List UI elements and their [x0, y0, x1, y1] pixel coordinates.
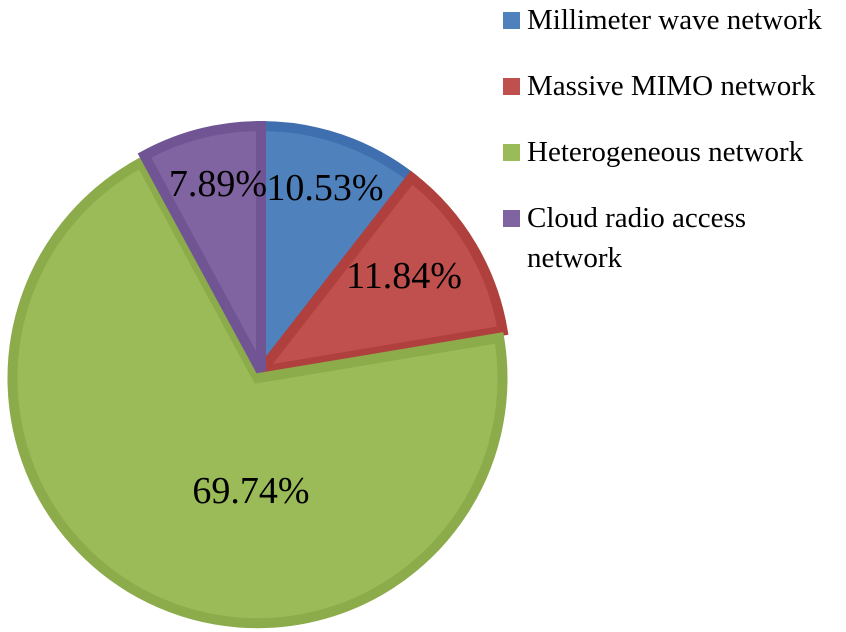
legend-item-cloud-ran: Cloud radio access network	[503, 198, 843, 278]
slice-millimeter-wave	[256, 120, 419, 386]
legend-swatch	[503, 78, 520, 95]
legend-swatch	[503, 12, 520, 29]
legend-label: Cloud radio access network	[527, 202, 747, 274]
slice-massive-mimo	[249, 170, 509, 379]
legend-label: Heterogeneous network	[527, 136, 804, 168]
data-label: 10.53%	[266, 167, 383, 209]
legend-label: Millimeter wave network	[527, 4, 822, 36]
pie-slices	[7, 120, 509, 629]
data-label: 11.84%	[346, 255, 462, 297]
legend-label: Massive MIMO network	[527, 70, 816, 102]
legend-item-heterogeneous: Heterogeneous network	[503, 132, 843, 172]
legend-swatch	[503, 210, 520, 227]
pie-data-labels: 10.53% 11.84% 69.74% 7.89%	[169, 163, 462, 512]
data-label: 69.74%	[192, 470, 309, 512]
chart-legend: Millimeter wave network Massive MIMO net…	[503, 0, 843, 278]
legend-swatch	[503, 144, 520, 161]
data-label: 7.89%	[169, 163, 267, 205]
legend-item-millimeter-wave: Millimeter wave network	[503, 0, 843, 40]
slice-cloud-ran	[137, 120, 266, 374]
legend-item-massive-mimo: Massive MIMO network	[503, 66, 843, 106]
slice-heterogeneous	[7, 155, 508, 629]
